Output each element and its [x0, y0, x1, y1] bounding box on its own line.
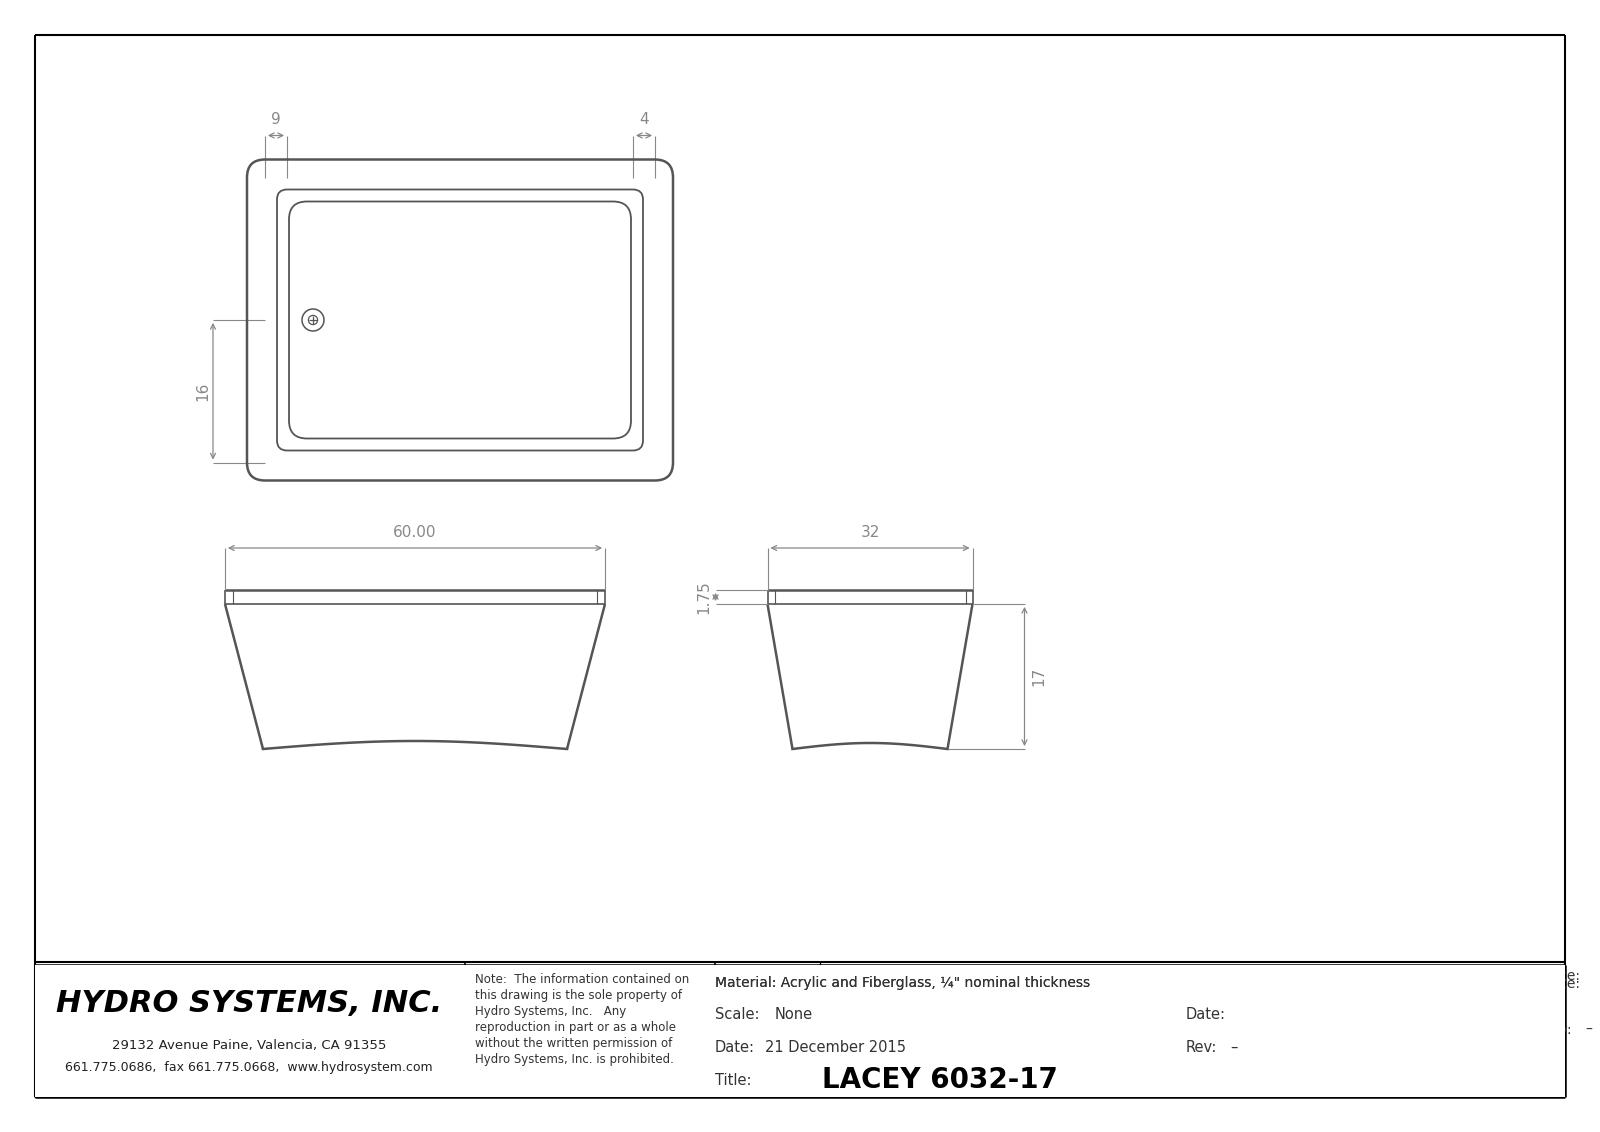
Text: Scale:: Scale:: [715, 1007, 760, 1022]
Text: 32: 32: [861, 525, 880, 540]
Text: LACEY 6032-17: LACEY 6032-17: [838, 1061, 1074, 1089]
Bar: [707, 966, 1565, 1096]
Text: –: –: [1586, 1022, 1592, 1037]
Text: LACEY 6032-17: LACEY 6032-17: [822, 1061, 1058, 1089]
Text: Title:: Title:: [723, 1067, 757, 1081]
Bar: [35, 964, 1565, 1097]
Text: 17: 17: [1030, 667, 1046, 686]
Text: –: –: [1230, 1040, 1237, 1055]
Text: Date:: Date:: [723, 1022, 762, 1037]
Text: Scale:: Scale:: [723, 969, 765, 984]
Text: 16: 16: [195, 381, 211, 401]
Text: Note:  The information contained on
this drawing is the sole property of
Hydro S: Note: The information contained on this …: [477, 972, 686, 1067]
Text: Date:: Date:: [715, 1023, 755, 1038]
Text: None: None: [781, 978, 816, 992]
Text: Date:: Date:: [715, 1040, 755, 1055]
Text: 4: 4: [638, 112, 650, 128]
Text: 9: 9: [270, 112, 282, 128]
Text: HYDRO SYSTEMS, INC.: HYDRO SYSTEMS, INC.: [56, 988, 442, 1018]
Text: Date:: Date:: [1186, 979, 1226, 995]
Text: 29132 Avenue Paine, Valencia, CA 91355: 29132 Avenue Paine, Valencia, CA 91355: [112, 1038, 386, 1052]
Text: Title:: Title:: [715, 1073, 752, 1088]
Text: Rev:: Rev:: [1186, 1040, 1218, 1055]
Text: 60.00: 60.00: [394, 525, 437, 540]
Text: Material: Acrylic and Fiberglass, ¼" nominal thickness: Material: Acrylic and Fiberglass, ¼" nom…: [715, 976, 1090, 989]
Text: 21 December 2015: 21 December 2015: [765, 1023, 906, 1038]
Text: None: None: [774, 979, 813, 995]
Text: HYDRO SYSTEMS, INC.: HYDRO SYSTEMS, INC.: [48, 988, 453, 1020]
Text: 1.75: 1.75: [696, 580, 710, 614]
Text: Rev:: Rev:: [1186, 1023, 1218, 1038]
Text: 661.775.0686,  fax 661.775.0668,  www.hydrosystem.com: 661.775.0686, fax 661.775.0668, www.hydr…: [66, 1061, 434, 1073]
Text: Material: Acrylic and Fiberglass, ¼" nominal thickness: Material: Acrylic and Fiberglass, ¼" nom…: [715, 977, 1090, 990]
Text: Rev:: Rev:: [1542, 1022, 1573, 1037]
Text: Date:: Date:: [1186, 1007, 1226, 1022]
Text: 21 December 2015: 21 December 2015: [770, 1022, 904, 1037]
Text: Scale:: Scale:: [715, 979, 760, 995]
Text: –: –: [1230, 1023, 1237, 1038]
Text: 21 December 2015: 21 December 2015: [765, 1040, 906, 1055]
Text: None: None: [781, 969, 816, 984]
Text: Date:: Date:: [1542, 969, 1581, 984]
Text: Scale:: Scale:: [723, 978, 765, 992]
Text: LACEY 6032-17: LACEY 6032-17: [822, 1066, 1058, 1095]
Text: Material: Acrylic and Fiberglass, ¼" nominal thickness: Material: Acrylic and Fiberglass, ¼" nom…: [723, 988, 1083, 1001]
Text: 29132 Avenue Paine, Valencia, CA 91355: 29132 Avenue Paine, Valencia, CA 91355: [122, 1038, 379, 1050]
Text: 661.775.0686,  fax 661.775.0668,  www.hydrosystem.com: 661.775.0686, fax 661.775.0668, www.hydr…: [77, 1056, 422, 1070]
Text: Title:: Title:: [715, 1067, 752, 1082]
Text: Date:: Date:: [1542, 978, 1581, 992]
Text: Note:  The information contained on
this drawing is the sole property of
Hydro S: Note: The information contained on this …: [475, 974, 690, 1066]
Text: None: None: [774, 1007, 813, 1022]
